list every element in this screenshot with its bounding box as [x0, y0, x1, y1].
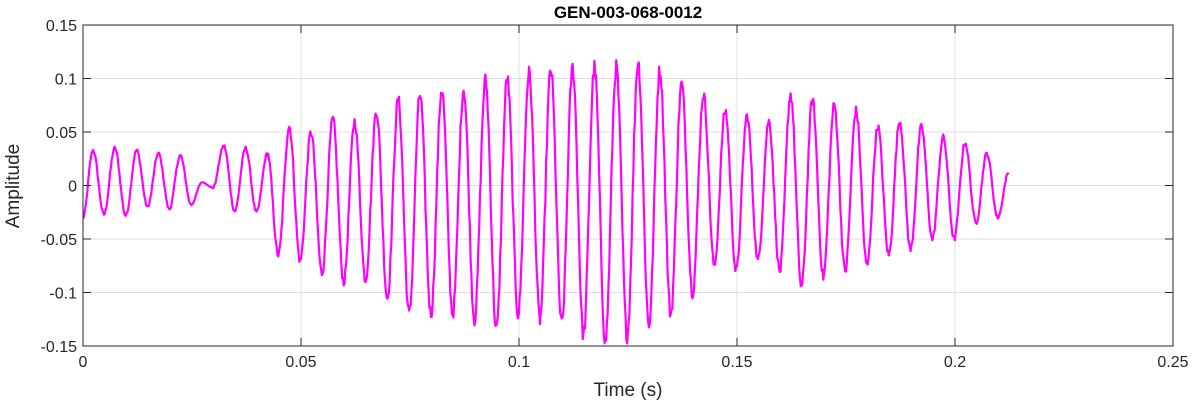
x-ticks: 0 0.05 0.1 0.15 0.2 0.25: [79, 25, 1189, 371]
y-tick-label: 0.15: [46, 18, 77, 35]
series-group: [82, 59, 1010, 345]
y-ticks: -0.15 -0.1 -0.05 0 0.05 0.1 0.15: [41, 18, 1173, 356]
x-tick-label: 0: [79, 354, 88, 371]
x-tick-label: 0.15: [721, 354, 752, 371]
y-tick-label: 0: [68, 179, 77, 196]
x-tick-label: 0.1: [508, 354, 530, 371]
series-line: [82, 59, 1010, 345]
x-tick-label: 0.05: [285, 354, 316, 371]
y-tick-label: -0.15: [41, 339, 78, 356]
y-axis-label: Amplitude: [3, 144, 24, 229]
x-tick-label: 0.25: [1157, 354, 1188, 371]
x-axis-label: Time (s): [594, 380, 663, 401]
x-tick-label: 0.2: [944, 354, 966, 371]
y-tick-label: 0.05: [46, 125, 77, 142]
chart-title: GEN-003-068-0012: [554, 3, 702, 22]
y-tick-label: 0.1: [55, 72, 77, 89]
y-tick-label: -0.05: [41, 232, 78, 249]
y-tick-label: -0.1: [49, 286, 77, 303]
